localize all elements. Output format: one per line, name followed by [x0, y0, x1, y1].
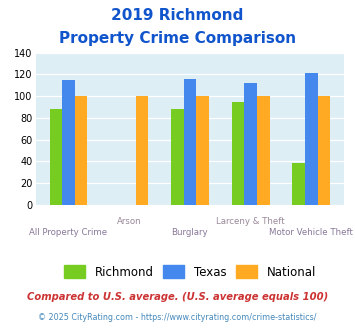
Bar: [293, 163, 305, 205]
Legend: Richmond, Texas, National: Richmond, Texas, National: [59, 261, 321, 283]
Text: Compared to U.S. average. (U.S. average equals 100): Compared to U.S. average. (U.S. average …: [27, 292, 328, 302]
Bar: [50, 109, 62, 205]
Bar: [171, 109, 184, 205]
Text: All Property Crime: All Property Crime: [29, 228, 108, 237]
Bar: [318, 96, 330, 205]
Text: 2019 Richmond: 2019 Richmond: [111, 8, 244, 23]
Bar: [62, 80, 75, 205]
Text: Larceny & Theft: Larceny & Theft: [216, 217, 285, 226]
Bar: [75, 96, 87, 205]
Bar: [196, 96, 209, 205]
Text: Motor Vehicle Theft: Motor Vehicle Theft: [269, 228, 353, 237]
Bar: [184, 79, 196, 205]
Text: Property Crime Comparison: Property Crime Comparison: [59, 31, 296, 46]
Bar: [257, 96, 269, 205]
Bar: [244, 83, 257, 205]
Text: © 2025 CityRating.com - https://www.cityrating.com/crime-statistics/: © 2025 CityRating.com - https://www.city…: [38, 313, 317, 322]
Bar: [232, 102, 244, 205]
Bar: [305, 73, 318, 205]
Text: Arson: Arson: [117, 217, 142, 226]
Bar: [136, 96, 148, 205]
Text: Burglary: Burglary: [171, 228, 208, 237]
